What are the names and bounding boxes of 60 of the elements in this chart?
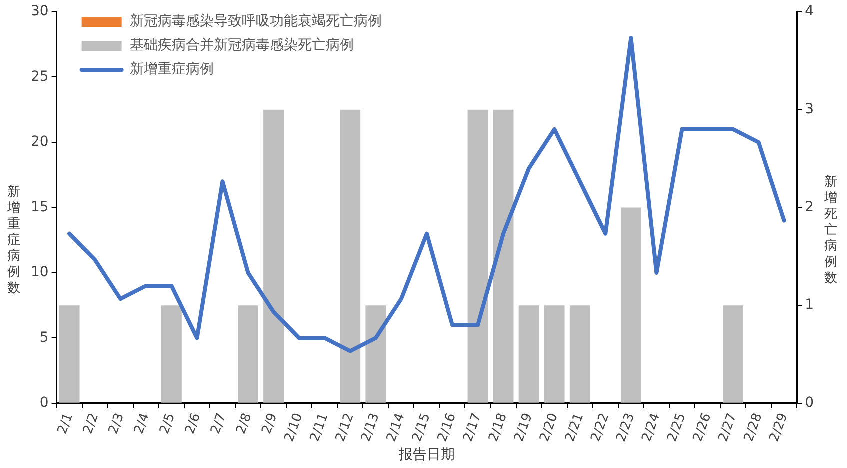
y-tick-label: 0	[40, 395, 49, 412]
x-tick-label: 2/19	[512, 411, 536, 444]
x-tick-label: 2/8	[234, 411, 256, 436]
bar	[518, 306, 540, 403]
bar	[264, 110, 284, 403]
x-tick-label: 2/1	[55, 411, 77, 436]
y-tick-label: 5	[40, 330, 49, 346]
bar	[468, 110, 488, 403]
bar	[544, 306, 565, 403]
x-tick-label: 2/10	[282, 411, 306, 444]
y-tick-label: 30	[30, 4, 49, 20]
x-tick-label: 2/3	[106, 411, 128, 436]
y2-axis-title: 新增死亡病例数	[824, 175, 838, 287]
y-tick-label: 20	[30, 134, 49, 150]
x-tick-label: 2/24	[640, 411, 664, 444]
x-tick-label: 2/26	[690, 411, 715, 444]
legend-label: 新冠病毒感染导致呼吸功能衰竭死亡病例	[130, 14, 382, 30]
x-tick-label: 2/21	[562, 411, 588, 444]
bar	[340, 110, 361, 403]
x-tick-label: 2/27	[716, 411, 740, 444]
x-axis-title: 报告日期	[398, 447, 455, 464]
x-tick-label: 2/12	[333, 411, 358, 444]
y2-tick-label: 0	[805, 395, 814, 412]
bar	[723, 306, 744, 403]
bar	[59, 306, 80, 403]
bar	[238, 306, 258, 403]
bar	[570, 306, 590, 403]
legend-label: 新增重症病例	[130, 62, 214, 78]
x-tick-label: 2/15	[410, 411, 434, 444]
x-tick-label: 2/25	[665, 411, 690, 444]
x-tick-label: 2/17	[460, 411, 485, 444]
y2-tick-label: 3	[805, 102, 814, 118]
y-tick-label: 10	[30, 264, 49, 281]
x-tick-label: 2/9	[259, 411, 281, 436]
y-tick-label: 25	[30, 68, 49, 85]
legend-label: 基础疾病合并新冠病毒感染死亡病例	[130, 38, 354, 54]
y-tick-label: 15	[30, 199, 49, 216]
x-tick-label: 2/11	[308, 411, 332, 444]
x-tick-label: 2/13	[358, 411, 383, 444]
x-tick-label: 2/22	[588, 411, 613, 444]
x-tick-label: 2/29	[767, 411, 792, 444]
x-tick-label: 2/5	[157, 411, 179, 436]
x-tick-label: 2/16	[435, 411, 460, 444]
y-axis-title: 新增重症病例数	[7, 185, 21, 297]
x-tick-label: 2/2	[80, 411, 102, 436]
y2-tick-label: 1	[805, 297, 814, 314]
x-tick-label: 2/28	[742, 411, 766, 444]
y2-tick-label: 2	[805, 199, 814, 216]
bar	[161, 306, 182, 403]
x-tick-label: 2/14	[384, 411, 408, 444]
x-tick-label: 2/4	[132, 411, 154, 436]
y2-tick-label: 4	[805, 4, 814, 20]
x-tick-label: 2/20	[537, 411, 562, 444]
bar	[366, 306, 386, 403]
bar	[620, 208, 642, 403]
bar	[493, 110, 514, 403]
x-tick-label: 2/6	[182, 411, 204, 436]
x-tick-label: 2/23	[614, 411, 638, 444]
x-tick-label: 2/18	[486, 411, 510, 444]
x-tick-label: 2/7	[208, 411, 230, 436]
